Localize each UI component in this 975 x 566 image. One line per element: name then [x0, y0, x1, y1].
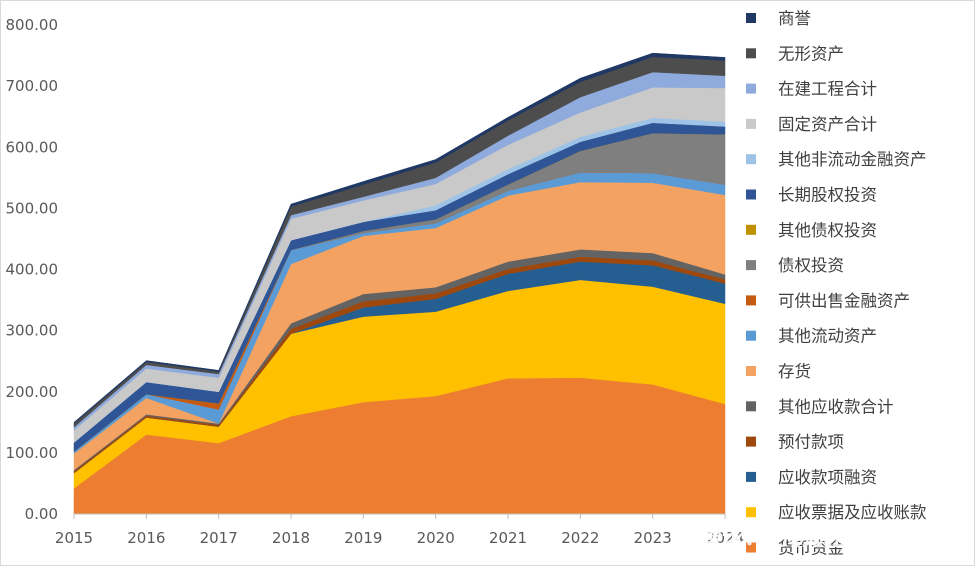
legend-label: 长期股权投资 — [778, 186, 877, 205]
x-tick-label: 2021 — [489, 529, 527, 547]
legend-swatch — [746, 118, 756, 129]
legend-label: 其他非流动金融资产 — [778, 150, 927, 169]
x-tick-label: 2015 — [55, 529, 93, 547]
legend-label: 应收款项融资 — [778, 468, 877, 487]
legend-swatch — [746, 189, 756, 200]
y-tick-label: 400.00 — [6, 261, 59, 279]
y-tick-label: 0.00 — [25, 505, 58, 523]
legend-swatch — [746, 13, 756, 23]
legend-label: 存货 — [778, 362, 811, 381]
legend-label: 债权投资 — [778, 256, 844, 275]
legend-swatch — [746, 260, 756, 271]
legend-swatch — [746, 154, 756, 165]
legend-label: 固定资产合计 — [778, 115, 877, 134]
legend-swatch — [746, 366, 756, 376]
x-tick-label: 2020 — [417, 529, 455, 547]
legend-swatch — [746, 436, 756, 447]
y-tick-label: 600.00 — [6, 138, 59, 156]
y-tick-label: 300.00 — [6, 322, 59, 340]
area-series-15 — [73, 52, 726, 425]
legend-label: 其他应收款合计 — [778, 397, 894, 416]
legend-swatch — [746, 542, 756, 553]
y-tick-label: 500.00 — [6, 199, 59, 217]
x-tick-label: 2018 — [272, 529, 310, 547]
legend-swatch — [746, 471, 756, 482]
y-tick-label: 100.00 — [6, 444, 59, 462]
x-tick-label: 2024 — [706, 529, 744, 547]
legend-swatch — [746, 48, 756, 59]
legend-swatch — [746, 224, 756, 235]
legend-label: 可供出售金融资产 — [778, 291, 910, 310]
axes-layer: 2015 2016 2017 2018 2019 2020 2021 2022 2023 2024… — [6, 16, 745, 547]
legend-swatch — [746, 83, 756, 94]
legend-swatch — [746, 330, 756, 341]
y-tick-label: 700.00 — [6, 77, 59, 95]
x-tick-label: 2022 — [561, 529, 599, 547]
x-tick-label: 2016 — [127, 529, 165, 547]
legend-label: 商誉 — [778, 9, 811, 28]
legend-label: 其他债权投资 — [778, 221, 877, 240]
legend-swatch — [746, 295, 756, 306]
legend-swatch — [746, 401, 756, 412]
x-tick-label: 2019 — [344, 529, 382, 547]
legend-label: 货币资金 — [778, 539, 845, 558]
y-tick-label: 800.00 — [6, 16, 59, 34]
legend-label: 其他流动资产 — [778, 327, 877, 346]
legend-label: 预付款项 — [778, 433, 844, 452]
x-tick-label: 2023 — [634, 529, 672, 547]
legend: 商誉无形资产在建工程合计固定资产合计其他非流动金融资产长期股权投资其他债权投资债… — [746, 9, 927, 558]
legend-label: 应收票据及应收账款 — [778, 503, 927, 522]
watermark-text: 雪球：老杨说投资 — [700, 525, 876, 551]
legend-swatch — [746, 507, 756, 518]
legend-label: 无形资产 — [778, 44, 844, 63]
areas-layer — [73, 52, 726, 515]
legend-label: 在建工程合计 — [778, 80, 877, 99]
y-tick-label: 200.00 — [6, 383, 59, 401]
x-tick-label: 2017 — [200, 529, 238, 547]
